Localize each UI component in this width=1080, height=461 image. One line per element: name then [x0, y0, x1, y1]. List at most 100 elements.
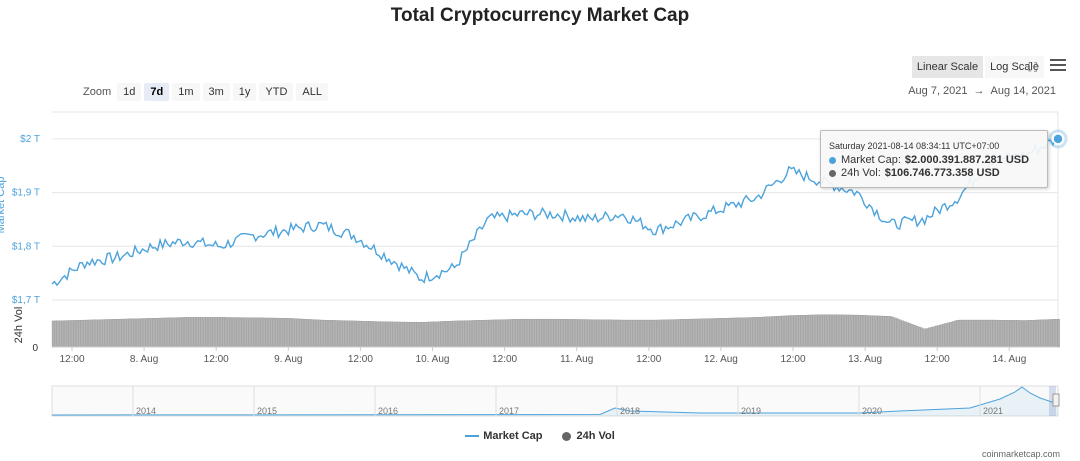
volume-bar	[416, 322, 420, 348]
legend-vol[interactable]: 24h Vol	[562, 430, 615, 442]
volume-bar	[457, 320, 460, 348]
volume-bar	[637, 319, 640, 348]
volume-bar	[524, 318, 528, 348]
volume-bar	[527, 318, 530, 348]
volume-bar	[198, 317, 201, 348]
volume-bar	[949, 321, 952, 348]
volume-bar	[1031, 320, 1034, 348]
tooltip-vol-label: 24h Vol:	[841, 167, 881, 179]
navigator-handle[interactable]	[1052, 393, 1060, 407]
volume-bar	[942, 323, 945, 348]
navigator-year-label: 2016	[378, 406, 398, 416]
volume-bar	[1055, 319, 1058, 348]
volume-bar	[397, 321, 400, 348]
volume-bar	[282, 317, 285, 348]
volume-bar	[301, 318, 304, 348]
vol-tick-label: 0	[32, 343, 38, 354]
zoom-3m-button[interactable]: 3m	[202, 83, 230, 101]
date-to[interactable]: Aug 14, 2021	[990, 85, 1056, 97]
zoom-1y-button[interactable]: 1y	[232, 83, 257, 101]
log-scale-button[interactable]: Log Scale	[985, 56, 1044, 78]
volume-bar	[522, 318, 525, 348]
x-tick-label: 12:00	[780, 354, 805, 365]
volume-bar	[702, 318, 705, 348]
volume-bar	[95, 319, 98, 348]
volume-bar	[613, 319, 616, 348]
volume-bar	[975, 319, 979, 348]
volume-bar	[596, 319, 600, 348]
volume-bar	[647, 319, 650, 348]
marketcap-line	[51, 136, 1059, 287]
linear-scale-button[interactable]: Linear Scale	[911, 56, 984, 78]
volume-bar	[985, 319, 988, 348]
volume-bar	[767, 316, 770, 348]
volume-bar	[841, 314, 844, 348]
navigator-year-label: 2019	[741, 406, 761, 416]
volume-bar	[311, 319, 314, 348]
volume-bar	[349, 320, 352, 348]
zoom-1d-button[interactable]: 1d	[117, 83, 142, 101]
volume-bar	[548, 318, 552, 348]
volume-bar	[719, 318, 722, 348]
volume-bar	[743, 317, 746, 348]
volume-bar	[133, 318, 136, 348]
volume-bar	[555, 318, 559, 348]
volume-bar	[817, 314, 820, 348]
legend-marketcap-label: Market Cap	[483, 430, 543, 442]
volume-bar	[287, 318, 290, 348]
y-tick-label: $2 T	[20, 134, 40, 145]
volume-bar	[104, 319, 108, 348]
volume-bar	[872, 315, 876, 348]
zoom-ytd-button[interactable]: YTD	[259, 83, 294, 101]
volume-bar	[200, 317, 204, 348]
zoom-1m-button[interactable]: 1m	[172, 83, 200, 101]
volume-bar	[387, 321, 391, 348]
volume-bar	[531, 318, 535, 348]
volume-bar	[147, 318, 151, 348]
date-from[interactable]: Aug 7, 2021	[908, 85, 968, 97]
volume-bar	[176, 317, 180, 348]
volume-bar	[560, 319, 564, 348]
volume-bar	[822, 314, 825, 348]
volume-bar	[231, 317, 235, 348]
volume-bar	[1045, 319, 1048, 348]
legend-marketcap[interactable]: Market Cap	[465, 430, 542, 442]
volume-bar	[745, 317, 748, 348]
y-axis-title: Market Cap	[0, 177, 7, 234]
fullscreen-icon[interactable]: ⛶	[1028, 60, 1037, 74]
volume-bar	[726, 317, 729, 348]
volume-bar	[1011, 320, 1015, 348]
volume-bar	[973, 319, 976, 348]
navigator-year-label: 2015	[257, 406, 277, 416]
volume-bar	[179, 317, 182, 348]
volume-bar	[1007, 320, 1010, 348]
volume-bar	[97, 319, 100, 348]
volume-bar	[462, 320, 465, 348]
navigator-year-label: 2018	[620, 406, 640, 416]
volume-bar	[339, 320, 343, 348]
volume-bar	[783, 315, 787, 348]
volume-bar	[812, 314, 816, 348]
volume-bar	[258, 317, 261, 348]
volume-bar	[294, 318, 297, 348]
zoom-all-button[interactable]: ALL	[296, 83, 328, 101]
volume-bar	[395, 321, 398, 348]
volume-bar	[776, 316, 780, 348]
volume-bar	[990, 319, 993, 348]
scale-toggle: Linear Scale Log Scale	[910, 56, 1044, 78]
volume-bar	[805, 314, 808, 348]
volume-bar	[731, 317, 734, 348]
volume-bar	[378, 321, 381, 348]
x-tick-label: 11. Aug	[560, 354, 593, 365]
volume-bar	[498, 319, 501, 348]
zoom-7d-button[interactable]: 7d	[144, 83, 170, 101]
volume-bar	[1026, 320, 1029, 348]
volume-bar	[323, 319, 326, 348]
volume-bar	[1023, 320, 1027, 348]
tooltip-vol: 24h Vol: $106.746.773.358 USD	[829, 167, 1000, 179]
volume-bar	[894, 317, 897, 348]
volume-bar	[471, 320, 475, 348]
volume-bar	[486, 319, 489, 348]
menu-icon[interactable]	[1050, 59, 1066, 71]
